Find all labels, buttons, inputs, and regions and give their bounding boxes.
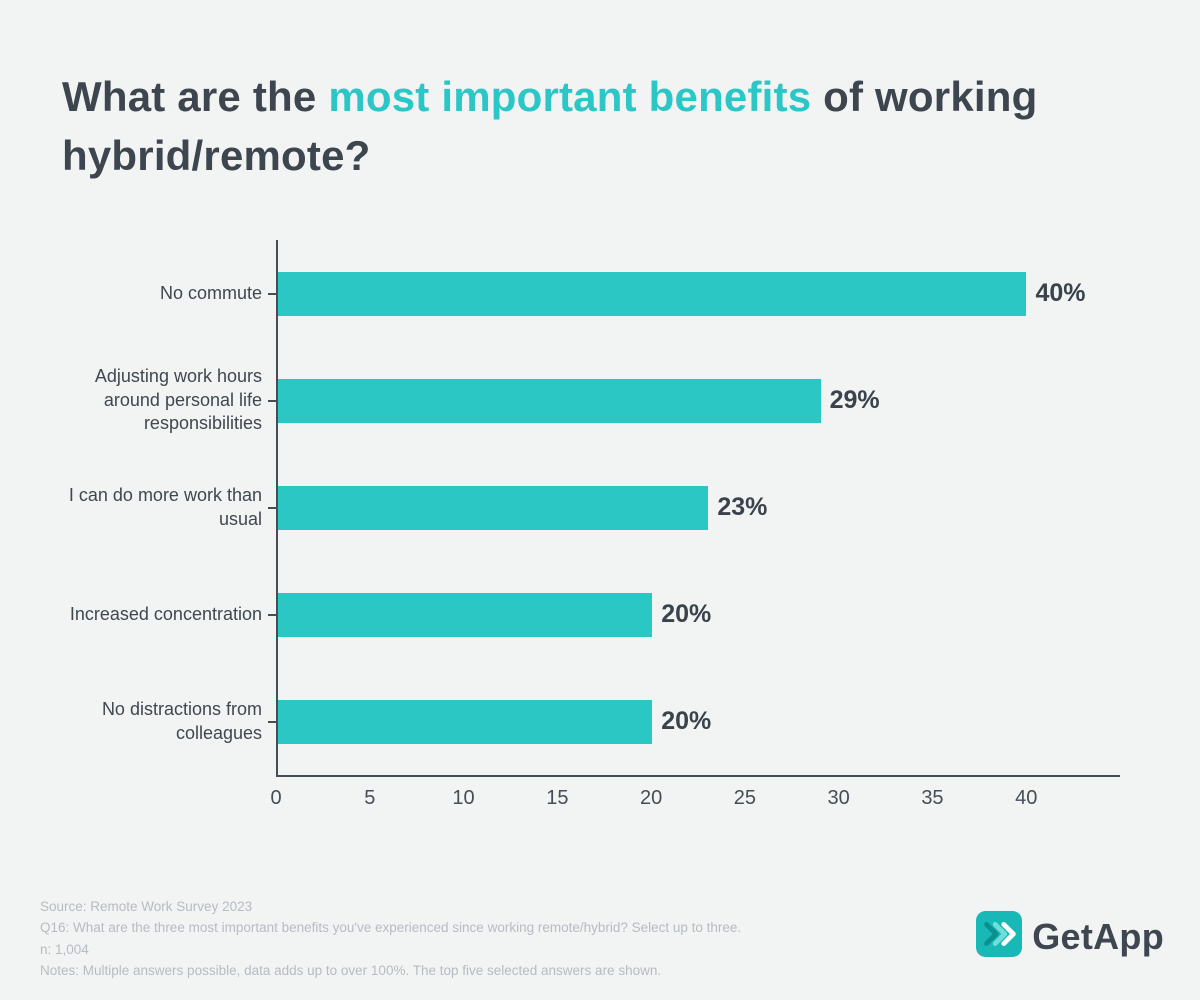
footnote-notes: Notes: Multiple answers possible, data a… <box>40 963 662 979</box>
value-label: 20% <box>661 600 712 628</box>
bar <box>278 271 1027 316</box>
value-label: 23% <box>717 493 768 521</box>
bar-track: 20% <box>276 561 1120 668</box>
bar-track: 29% <box>276 347 1120 454</box>
footnote-question: Q16: What are the three most important b… <box>40 920 742 936</box>
footnotes: Source: Remote Work Survey 2023 Q16: Wha… <box>40 896 741 982</box>
page-title: What are the most important benefits of … <box>62 68 1082 186</box>
bar <box>278 699 653 744</box>
x-tick-label: 20 <box>639 787 663 809</box>
x-tick-label: 5 <box>364 787 376 809</box>
value-label: 40% <box>1035 279 1086 307</box>
bar-row: Adjusting work hours around personal lif… <box>62 347 1120 454</box>
getapp-chevrons-icon <box>976 911 1023 962</box>
bar-row: No commute 40% <box>62 240 1120 347</box>
bar-track: 23% <box>276 454 1120 561</box>
category-label: No distractions from colleagues <box>101 698 262 743</box>
footnote-source: Source: Remote Work Survey 2023 <box>40 898 253 914</box>
bar-chart: No commute 40% Adjusting work hours arou… <box>62 240 1120 815</box>
footnote-sample-size: n: 1,004 <box>40 941 89 957</box>
bar-row: I can do more work than usual 23% <box>62 454 1120 561</box>
x-tick-label: 35 <box>921 787 944 809</box>
bar <box>278 378 821 423</box>
x-tick-label: 25 <box>733 787 756 809</box>
bar-track: 20% <box>276 668 1120 775</box>
bar-track: 40% <box>276 240 1120 347</box>
category-label: Adjusting work hours around personal lif… <box>94 365 262 434</box>
bar <box>278 485 709 530</box>
bar-row: Increased concentration 20% <box>62 561 1120 668</box>
brand-logo: GetApp <box>976 911 1164 962</box>
brand-name: GetApp <box>1032 915 1164 957</box>
bar <box>278 592 653 637</box>
x-tick-label: 40 <box>1015 787 1038 809</box>
category-label: No commute <box>159 282 262 303</box>
x-tick-label: 30 <box>827 787 850 809</box>
title-prefix: What are the <box>62 73 329 121</box>
value-label: 29% <box>829 386 880 414</box>
title-suffix: of working hybrid/remote? <box>62 73 1038 179</box>
bar-row: No distractions from colleagues 20% <box>62 668 1120 775</box>
category-label: Increased concentration <box>69 603 262 624</box>
x-tick-label: 15 <box>546 787 569 809</box>
x-tick-label: 10 <box>452 787 475 809</box>
x-tick-label: 0 <box>270 787 282 809</box>
x-axis: 0 5 10 15 20 25 30 35 40 <box>270 775 1120 815</box>
category-label: I can do more work than usual <box>68 484 262 529</box>
value-label: 20% <box>661 707 712 735</box>
title-highlight: most important benefits <box>328 73 812 121</box>
